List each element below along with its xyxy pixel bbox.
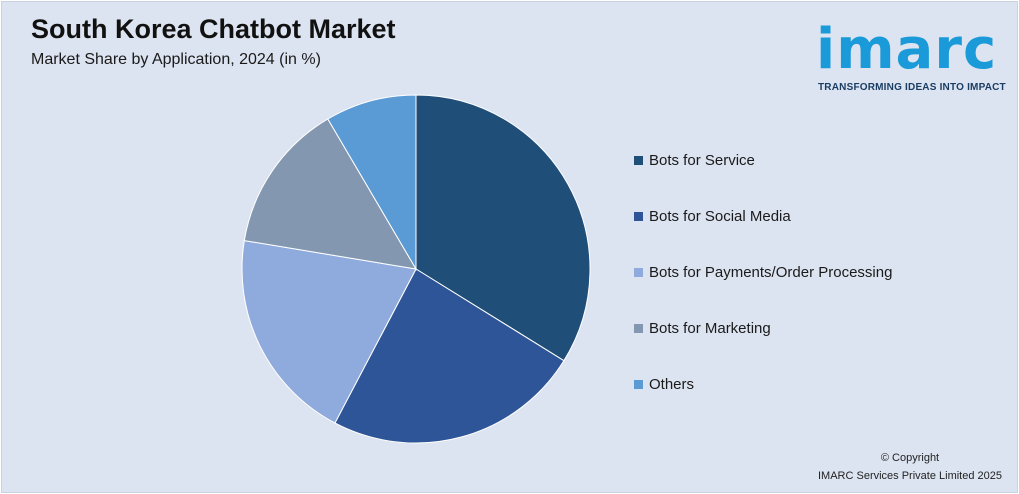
legend-label: Others: [649, 376, 695, 393]
chart-subtitle: Market Share by Application, 2024 (in %): [31, 51, 321, 68]
legend-label: Bots for Service: [649, 152, 755, 169]
pie-slice-others: [327, 94, 417, 271]
chart-title: South Korea Chatbot Market: [31, 14, 396, 44]
legend-swatch: [634, 380, 643, 389]
legend-label: Bots for Social Media: [649, 208, 791, 225]
pie-slice-bots-for-marketing: [243, 118, 417, 270]
pie-slice-bots-for-payments-order-processing: [241, 239, 417, 424]
legend-label: Bots for Payments/Order Processing: [649, 264, 893, 281]
legend-swatch: [634, 324, 643, 333]
legend-item-bots-for-marketing: Bots for Marketing: [634, 320, 771, 337]
legend-item-bots-for-social-media: Bots for Social Media: [634, 208, 791, 225]
legend-swatch: [634, 268, 643, 277]
legend-swatch: [634, 156, 643, 165]
copyright-label: © Copyright: [880, 452, 940, 464]
legend-item-bots-for-payments-order-processing: Bots for Payments/Order Processing: [634, 264, 892, 281]
logo-tagline: TRANSFORMING IDEAS INTO IMPACT: [818, 82, 1006, 93]
legend-item-others: Others: [634, 376, 694, 393]
pie-slice-bots-for-service: [415, 94, 591, 362]
legend-swatch: [634, 212, 643, 221]
imarc-logo: imarc TRANSFORMING IDEAS INTO IMPACT: [816, 12, 1012, 97]
legend-item-bots-for-service: Bots for Service: [634, 152, 755, 169]
logo-wordmark: imarc: [816, 17, 998, 82]
copyright-company: IMARC Services Private Limited 2025: [817, 470, 1002, 482]
legend-label: Bots for Marketing: [649, 320, 771, 337]
pie-slice-bots-for-social-media: [334, 268, 565, 444]
